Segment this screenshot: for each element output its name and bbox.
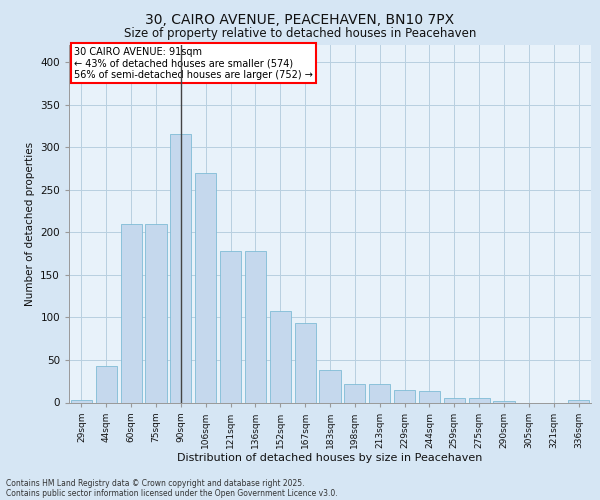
Text: Size of property relative to detached houses in Peacehaven: Size of property relative to detached ho… (124, 28, 476, 40)
Bar (96, 366, 117, 403)
Bar (394, 390, 415, 402)
Bar (344, 384, 365, 402)
Bar (568, 400, 589, 402)
X-axis label: Distribution of detached houses by size in Peacehaven: Distribution of detached houses by size … (178, 454, 482, 464)
Bar (170, 134, 191, 402)
Text: 30, CAIRO AVENUE, PEACEHAVEN, BN10 7PX: 30, CAIRO AVENUE, PEACEHAVEN, BN10 7PX (145, 12, 455, 26)
Text: Contains HM Land Registry data © Crown copyright and database right 2025.: Contains HM Land Registry data © Crown c… (6, 478, 305, 488)
Bar (71, 400, 92, 402)
Bar (145, 224, 167, 402)
Bar (493, 401, 515, 402)
Bar (469, 398, 490, 402)
Bar (121, 224, 142, 402)
Bar (444, 398, 465, 402)
Bar (419, 392, 440, 402)
Bar (369, 384, 390, 402)
Bar (245, 251, 266, 402)
Text: 30 CAIRO AVENUE: 91sqm
← 43% of detached houses are smaller (574)
56% of semi-de: 30 CAIRO AVENUE: 91sqm ← 43% of detached… (74, 47, 313, 80)
Bar (295, 324, 316, 402)
Bar (195, 172, 216, 402)
Bar (270, 310, 291, 402)
Bar (220, 251, 241, 402)
Bar (319, 370, 341, 402)
Text: Contains public sector information licensed under the Open Government Licence v3: Contains public sector information licen… (6, 488, 338, 498)
Y-axis label: Number of detached properties: Number of detached properties (25, 142, 35, 306)
